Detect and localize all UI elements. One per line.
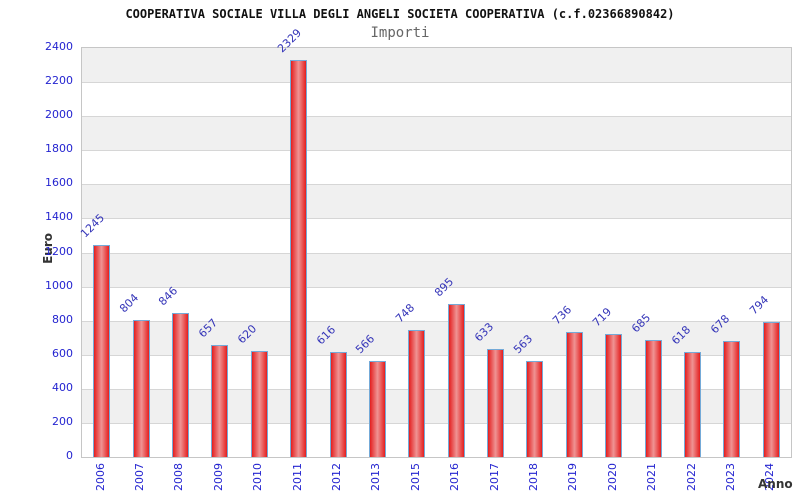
- chart-subtitle: Importi: [370, 25, 430, 41]
- background-band: [82, 48, 791, 83]
- x-tick-label: 2021: [645, 463, 659, 491]
- background-band: [82, 116, 791, 151]
- bar-2010: [250, 351, 268, 457]
- bar-2006: [93, 244, 111, 457]
- y-tick-label: 1000: [45, 278, 73, 292]
- bar-2020: [605, 334, 623, 457]
- bar-2012: [329, 352, 347, 457]
- x-tick-label: 2010: [251, 463, 265, 491]
- y-tick-label: 1200: [45, 244, 73, 258]
- x-tick-label: 2008: [172, 463, 186, 491]
- y-tick-label: 2000: [45, 108, 73, 122]
- bar-2021: [644, 340, 662, 457]
- bar-2019: [565, 331, 583, 457]
- bar-2018: [526, 361, 544, 457]
- background-band: [82, 388, 791, 423]
- chart-title: COOPERATIVA SOCIALE VILLA DEGLI ANGELI S…: [125, 7, 675, 21]
- gridline: [82, 184, 791, 185]
- gridline: [82, 423, 791, 424]
- background-band: [82, 320, 791, 355]
- gridline: [82, 355, 791, 356]
- gridline: [82, 287, 791, 288]
- x-tick-label: 2011: [290, 463, 304, 491]
- gridline: [82, 150, 791, 151]
- y-tick-label: 1600: [45, 176, 73, 190]
- gridline: [82, 218, 791, 219]
- y-tick-label: 600: [52, 346, 73, 360]
- gridline: [82, 253, 791, 254]
- gridline: [82, 116, 791, 117]
- x-tick-label: 2019: [566, 463, 580, 491]
- y-tick-label: 1800: [45, 142, 73, 156]
- x-tick-label: 2012: [330, 463, 344, 491]
- x-tick-label: 2017: [487, 463, 501, 491]
- bar-2023: [723, 341, 741, 457]
- bar-2008: [171, 312, 189, 457]
- bar-2011: [290, 60, 308, 457]
- y-tick-label: 400: [52, 380, 73, 394]
- plot-area: [81, 47, 792, 458]
- bar-2022: [684, 351, 702, 457]
- x-tick-label: 2018: [526, 463, 540, 491]
- x-tick-label: 2006: [93, 463, 107, 491]
- y-tick-label: 2200: [45, 74, 73, 88]
- x-tick-label: 2016: [448, 463, 462, 491]
- y-tick-label: 2400: [45, 40, 73, 53]
- y-tick-label: 1400: [45, 210, 73, 224]
- x-tick-label: 2022: [684, 463, 698, 491]
- bar-2016: [447, 304, 465, 457]
- y-tick-label: 200: [52, 414, 73, 428]
- gridline: [82, 389, 791, 390]
- gridline: [82, 82, 791, 83]
- bar-2013: [368, 360, 386, 457]
- bar-2017: [487, 349, 505, 457]
- bar-2024: [762, 321, 780, 457]
- x-tick-label: 2013: [369, 463, 383, 491]
- x-tick-label: 2007: [133, 463, 147, 491]
- y-tick-label: 800: [52, 312, 73, 326]
- background-band: [82, 184, 791, 219]
- bar-2007: [132, 319, 150, 457]
- bar-2009: [211, 345, 229, 457]
- x-tick-label: 2020: [605, 463, 619, 491]
- x-tick-label: 2009: [211, 463, 225, 491]
- x-tick-label: 2015: [408, 463, 422, 491]
- y-tick-label: 0: [66, 449, 73, 462]
- background-band: [82, 252, 791, 287]
- x-axis-title: Anno: [758, 477, 793, 491]
- bar-2015: [408, 329, 426, 457]
- x-tick-label: 2023: [723, 463, 737, 491]
- gridline: [82, 321, 791, 322]
